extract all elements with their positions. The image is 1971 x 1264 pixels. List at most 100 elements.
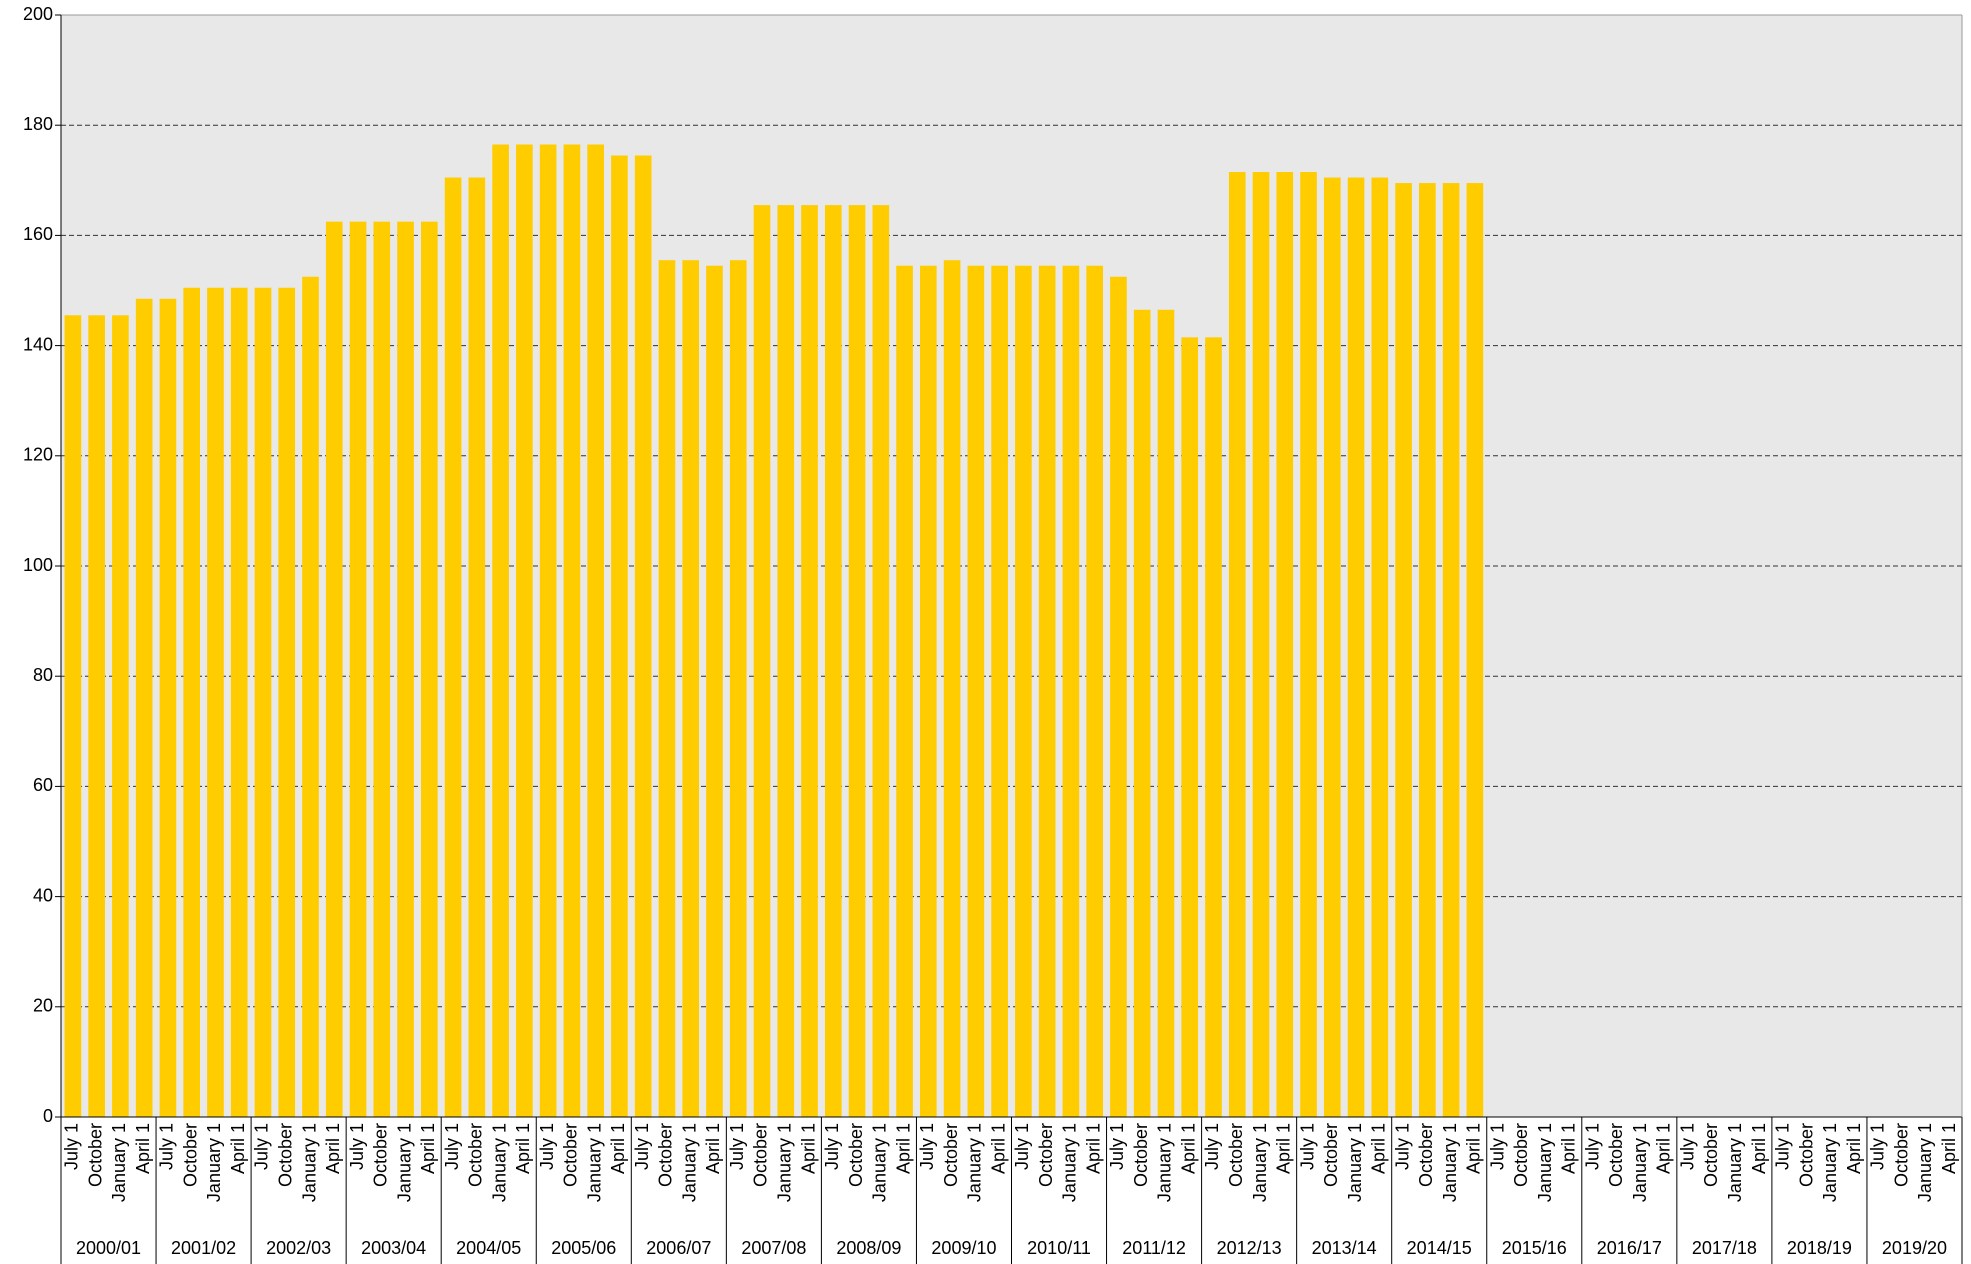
x-tick-label: April 1	[1274, 1123, 1294, 1174]
x-tick-label: October	[1226, 1123, 1246, 1187]
bar	[1228, 172, 1246, 1117]
bar	[1205, 337, 1222, 1118]
x-tick-label: October	[1796, 1123, 1816, 1187]
x-tick-label: January 1	[1155, 1123, 1175, 1202]
x-tick-label: July 1	[347, 1123, 367, 1170]
bar	[943, 260, 961, 1117]
x-tick-label: January 1	[1345, 1123, 1365, 1202]
x-tick-label: October	[85, 1123, 105, 1187]
x-tick-label: January 1	[1915, 1123, 1935, 1202]
x-tick-label: April 1	[608, 1123, 628, 1174]
x-tick-label: October	[275, 1123, 295, 1187]
y-tick-label: 100	[23, 555, 53, 575]
bar	[634, 155, 652, 1117]
y-tick-label: 80	[33, 665, 53, 685]
bar	[1086, 265, 1103, 1118]
group-label: 2005/06	[551, 1238, 616, 1258]
x-tick-label: July 1	[1297, 1123, 1317, 1170]
x-tick-label: January 1	[1535, 1123, 1555, 1202]
y-tick-label: 60	[33, 775, 53, 795]
group-label: 2018/19	[1787, 1238, 1852, 1258]
group-label: 2008/09	[836, 1238, 901, 1258]
bar	[1371, 177, 1389, 1118]
bar	[896, 265, 913, 1118]
x-tick-label: July 1	[1107, 1123, 1127, 1170]
bar	[1038, 265, 1056, 1118]
bar	[1347, 177, 1365, 1118]
x-tick-label: January 1	[1630, 1123, 1650, 1202]
y-tick-label: 20	[33, 996, 53, 1016]
bar	[872, 205, 890, 1118]
bar	[729, 260, 747, 1117]
y-tick-label: 140	[23, 334, 53, 354]
bar	[254, 287, 272, 1117]
bar	[991, 265, 1008, 1118]
group-label: 2009/10	[931, 1238, 996, 1258]
bar	[159, 298, 177, 1117]
x-tick-label: October	[1891, 1123, 1911, 1187]
x-tick-label: October	[1511, 1123, 1531, 1187]
bar	[682, 260, 700, 1117]
x-tick-label: April 1	[228, 1123, 248, 1174]
x-tick-label: January 1	[965, 1123, 985, 1202]
group-label: 2016/17	[1597, 1238, 1662, 1258]
x-tick-label: January 1	[1250, 1123, 1270, 1202]
group-label: 2015/16	[1502, 1238, 1567, 1258]
bar	[183, 287, 201, 1117]
group-label: 2019/20	[1882, 1238, 1947, 1258]
bar	[777, 205, 795, 1118]
bar	[492, 144, 509, 1118]
x-tick-label: October	[561, 1123, 581, 1187]
bar	[1323, 177, 1341, 1118]
y-tick-label: 40	[33, 885, 53, 905]
x-tick-label: July 1	[442, 1123, 462, 1170]
x-tick-label: January 1	[1060, 1123, 1080, 1202]
group-label: 2012/13	[1217, 1238, 1282, 1258]
group-label: 2006/07	[646, 1238, 711, 1258]
group-label: 2011/12	[1122, 1238, 1186, 1258]
x-tick-label: October	[1701, 1123, 1721, 1187]
group-label: 2007/08	[741, 1238, 806, 1258]
x-tick-label: January 1	[775, 1123, 795, 1202]
x-tick-label: April 1	[1749, 1123, 1769, 1174]
x-tick-label: January 1	[1440, 1123, 1460, 1202]
group-label: 2002/03	[266, 1238, 331, 1258]
bar	[1062, 265, 1080, 1118]
bar	[824, 205, 842, 1118]
x-tick-label: October	[1321, 1123, 1341, 1187]
bar	[1181, 337, 1199, 1118]
x-tick-label: July 1	[632, 1123, 652, 1170]
group-label: 2014/15	[1407, 1238, 1472, 1258]
x-tick-label: April 1	[1464, 1123, 1484, 1174]
bar	[706, 265, 723, 1118]
bar	[230, 287, 248, 1117]
bar	[848, 205, 866, 1118]
bar	[1466, 183, 1484, 1117]
bar	[397, 221, 414, 1117]
x-tick-label: January 1	[299, 1123, 319, 1202]
bar	[563, 144, 581, 1118]
group-label: 2000/01	[76, 1238, 141, 1258]
x-tick-label: April 1	[988, 1123, 1008, 1174]
x-tick-label: January 1	[870, 1123, 890, 1202]
x-tick-label: July 1	[1392, 1123, 1412, 1170]
x-tick-label: April 1	[703, 1123, 723, 1174]
x-tick-label: July 1	[157, 1123, 177, 1170]
x-tick-label: July 1	[62, 1123, 82, 1170]
bar	[468, 177, 486, 1118]
x-tick-label: October	[656, 1123, 676, 1187]
bar	[539, 144, 557, 1118]
bar	[1276, 172, 1294, 1117]
bar	[207, 287, 224, 1117]
x-tick-label: July 1	[1582, 1123, 1602, 1170]
x-tick-label: April 1	[893, 1123, 913, 1174]
x-tick-label: October	[751, 1123, 771, 1187]
group-label: 2013/14	[1312, 1238, 1377, 1258]
x-tick-label: January 1	[1820, 1123, 1840, 1202]
x-tick-label: April 1	[1178, 1123, 1198, 1174]
x-tick-label: October	[846, 1123, 866, 1187]
bar	[325, 221, 343, 1117]
bar	[801, 205, 818, 1118]
x-tick-label: April 1	[133, 1123, 153, 1174]
